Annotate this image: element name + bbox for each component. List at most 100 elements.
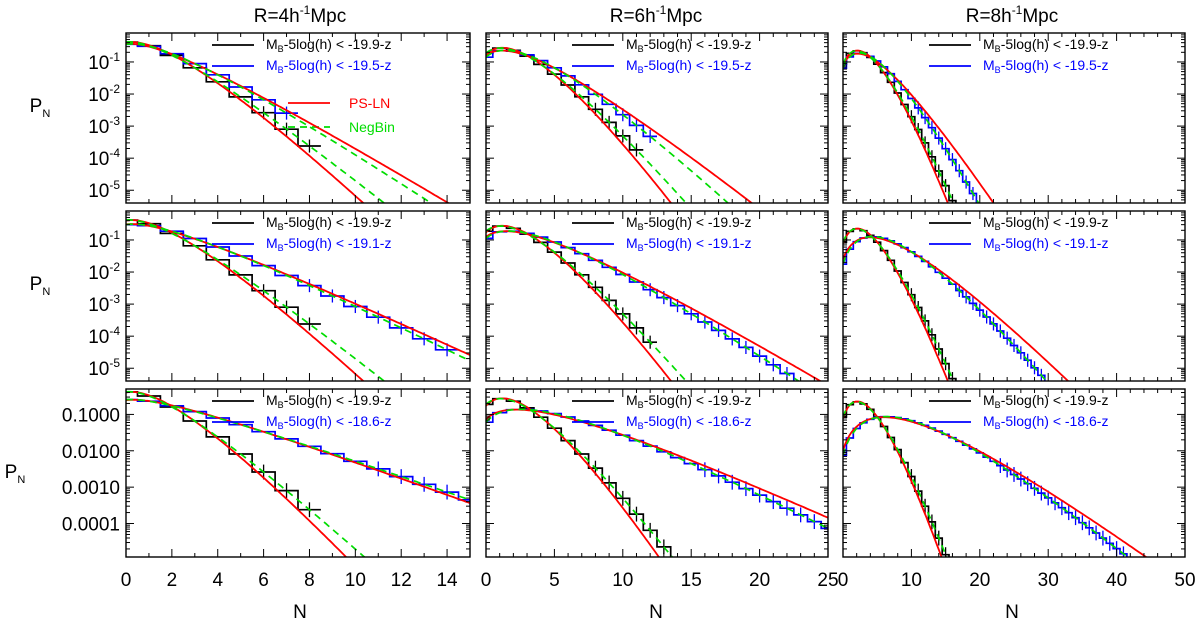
black-histogram xyxy=(126,391,321,511)
plot-area xyxy=(126,390,470,557)
negbin-curve-1 xyxy=(126,390,366,557)
legend-label: MB-5log(h) < -19.5-z xyxy=(983,57,1108,75)
y-axis-label-row-3: PN xyxy=(5,462,26,486)
x-tick-label: 20 xyxy=(969,570,990,591)
plot-area xyxy=(843,49,995,203)
negbin-curve-1 xyxy=(486,225,688,381)
x-axis-label-col-2: N xyxy=(649,602,663,623)
panel-frame xyxy=(125,32,471,204)
x-axis-label-col-1: N xyxy=(293,602,307,623)
x-axis-label-col-3: N xyxy=(1005,602,1019,623)
y-tick-label: 10-2 xyxy=(88,260,120,284)
legend-label: MB-5log(h) < -19.1-z xyxy=(626,235,751,253)
panel-r3-c1: 0 2 4 6 8 10 12 14 0.1000 0.0100 0.0010 0.0001 MB-5l… xyxy=(62,388,471,591)
ps-ln-curve-2 xyxy=(843,416,1148,557)
panel-r1-c3: MB-5log(h) < -19.9-z MB-5log(h) < -19.5-z xyxy=(842,32,1186,204)
legend-label: MB-5log(h) < -19.5-z xyxy=(266,57,391,75)
y-tick-label: 10-5 xyxy=(88,178,120,202)
legend-label: MB-5log(h) < -18.6-z xyxy=(983,413,1108,431)
y-tick-label: 10-3 xyxy=(88,292,120,316)
x-tick-label: 14 xyxy=(436,570,458,591)
negbin-curve-1 xyxy=(843,227,955,381)
negbin-curve-2 xyxy=(126,223,470,362)
panel-r2-c1: 10-1 10-2 10-3 10-4 10-5 MB-5log(h) < -19.9-z… xyxy=(88,210,471,382)
ps-ln-curve-2 xyxy=(126,398,470,504)
y-tick-label: 10-1 xyxy=(88,50,120,74)
black-histogram xyxy=(843,400,950,557)
plot-area xyxy=(843,400,1148,557)
legend-label: MB-5log(h) < -19.9-z xyxy=(626,392,751,410)
plot-area xyxy=(486,46,754,203)
plot-area xyxy=(486,397,828,557)
x-tick-label: 12 xyxy=(391,570,412,591)
blue-histogram xyxy=(843,235,1046,381)
ps-ln-curve-2 xyxy=(126,223,470,356)
negbin-curve-1 xyxy=(126,41,386,203)
y-tick-label: 10-3 xyxy=(88,114,120,138)
black-histogram xyxy=(843,49,957,203)
black-histogram xyxy=(486,47,644,151)
panel-frame xyxy=(125,388,471,558)
y-tick-label: 10-1 xyxy=(88,228,120,252)
x-tick-label: 5 xyxy=(549,570,560,591)
y-tick-label: 10-4 xyxy=(88,324,120,348)
panel-frame xyxy=(485,210,829,382)
x-tick-label: 8 xyxy=(304,570,315,591)
ps-ln-curve-1 xyxy=(843,227,949,381)
panel-r2-c2: MB-5log(h) < -19.9-z MB-5log(h) < -19.1-z xyxy=(485,210,829,382)
panel-frame xyxy=(125,210,471,382)
legend-label: MB-5log(h) < -19.1-z xyxy=(983,235,1108,253)
x-tick-label: 50 xyxy=(1174,570,1195,591)
black-histogram xyxy=(843,227,957,381)
plot-area xyxy=(126,219,470,381)
legend-label: MB-5log(h) < -19.9-z xyxy=(983,392,1108,410)
y-tick-label: 0.0010 xyxy=(62,478,120,499)
x-tick-label: 6 xyxy=(258,570,269,591)
ps-ln-curve-1 xyxy=(486,224,673,381)
x-tick-label: 10 xyxy=(901,570,922,591)
panel-r1-c2: MB-5log(h) < -19.9-z MB-5log(h) < -19.5-z xyxy=(485,32,829,204)
negbin-curve-2 xyxy=(126,43,433,203)
negbin-curve-2 xyxy=(843,52,980,203)
negbin-curve-1 xyxy=(486,47,688,203)
x-tick-label: 4 xyxy=(212,570,223,591)
y-tick-label: 0.1000 xyxy=(62,405,120,426)
negbin-curve-1 xyxy=(843,49,955,203)
negbin-curve-2 xyxy=(843,235,1048,381)
x-tick-label: 2 xyxy=(167,570,178,591)
panel-r3-c3: 0 10 20 30 40 50 MB-5log(h) < -19.9-z MB-5log(h… xyxy=(838,388,1196,591)
x-tick-label: 25 xyxy=(817,570,838,591)
negbin-curve-2 xyxy=(843,415,1129,557)
negbin-curve-2 xyxy=(486,49,730,203)
y-tick-label: 10-4 xyxy=(88,146,120,170)
x-tick-label: 0 xyxy=(481,570,492,591)
legend-label: MB-5log(h) < -19.9-z xyxy=(266,392,391,410)
legend-label: MB-5log(h) < -19.9-z xyxy=(983,214,1108,232)
x-tick-label: 15 xyxy=(681,570,702,591)
black-histogram xyxy=(486,225,657,344)
negbin-curve-2 xyxy=(486,230,801,381)
negbin-curve-1 xyxy=(486,397,674,557)
y-tick-label: 10-5 xyxy=(88,356,120,380)
x-tick-label: 20 xyxy=(749,570,770,591)
ps-ln-curve-2 xyxy=(486,408,828,519)
x-tick-label: 0 xyxy=(838,570,849,591)
y-axis-label-row-2: PN xyxy=(30,274,51,298)
column-title-1: R=4h-1Mpc xyxy=(254,3,347,27)
legend-label: MB-5log(h) < -19.9-z xyxy=(983,36,1108,54)
panel-frame xyxy=(842,388,1186,558)
plot-area xyxy=(126,41,450,203)
plot-area xyxy=(843,227,1070,381)
negbin-legend-label: NegBin xyxy=(349,119,395,135)
column-title-2: R=6h-1Mpc xyxy=(610,3,703,27)
ps-ln-curve-2 xyxy=(126,42,450,203)
x-axis-labels: N N N xyxy=(293,602,1019,623)
column-titles: R=4h-1Mpc R=6h-1Mpc R=8h-1Mpc xyxy=(254,3,1059,27)
ps-ln-curve-2 xyxy=(486,230,823,381)
plot-area xyxy=(486,224,823,381)
legend-label: MB-5log(h) < -19.1-z xyxy=(266,235,391,253)
y-tick-label: 0.0100 xyxy=(62,442,120,463)
x-tick-label: 10 xyxy=(345,570,366,591)
panel-frame xyxy=(485,32,829,204)
